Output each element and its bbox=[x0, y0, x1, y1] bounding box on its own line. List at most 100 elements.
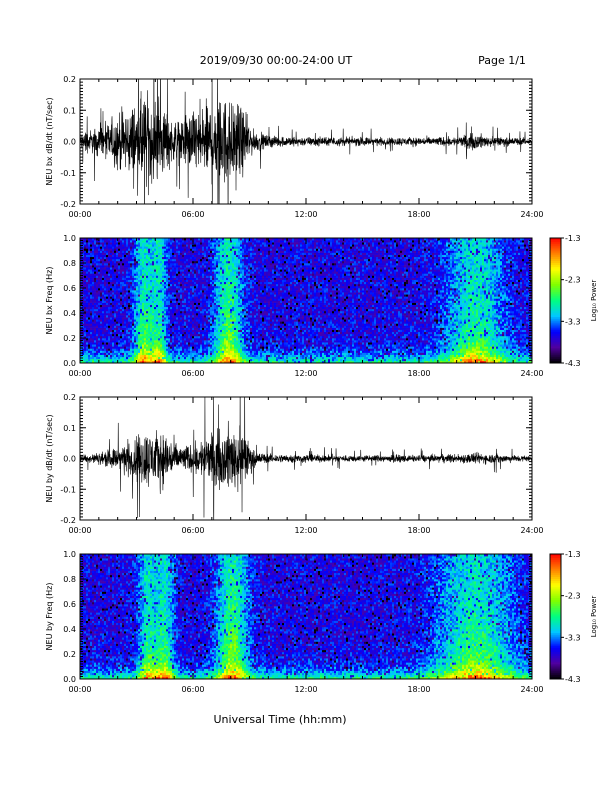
spectrogram-cell bbox=[110, 319, 113, 322]
spectrogram-cell bbox=[94, 271, 97, 274]
spectrogram-cell bbox=[98, 292, 101, 295]
spectrogram-cell bbox=[152, 254, 155, 258]
spectrogram-cell bbox=[192, 331, 195, 335]
x-tick-label: 06:00 bbox=[181, 210, 204, 219]
spectrogram-cell bbox=[98, 352, 101, 355]
spectrogram-cell bbox=[222, 265, 225, 268]
spectrogram-cell bbox=[112, 250, 115, 253]
spectrogram-cell bbox=[200, 248, 203, 251]
spectrogram-cell bbox=[96, 352, 99, 355]
spectrogram-cell bbox=[174, 240, 177, 243]
spectrogram-cell bbox=[134, 242, 137, 245]
spectrogram-cell bbox=[116, 250, 119, 253]
spectrogram-cell bbox=[186, 338, 189, 341]
spectrogram-cell bbox=[156, 342, 159, 345]
spectrogram-cell bbox=[214, 333, 217, 337]
spectrogram-cell bbox=[126, 288, 129, 291]
spectrogram-cell bbox=[238, 329, 241, 333]
spectrogram-cell bbox=[212, 352, 215, 355]
spectrogram-cell bbox=[108, 313, 111, 316]
spectrogram-cell bbox=[158, 300, 161, 303]
spectrogram-cell bbox=[178, 356, 181, 360]
spectrogram-cell bbox=[214, 267, 217, 270]
spectrogram-cell bbox=[184, 283, 187, 287]
spectrogram-cell bbox=[134, 252, 137, 255]
spectrogram-cell bbox=[188, 356, 191, 360]
spectrogram-cell bbox=[230, 346, 233, 349]
spectrogram-cell bbox=[156, 273, 159, 276]
spectrogram-cell bbox=[120, 271, 123, 274]
spectrogram-cell bbox=[180, 290, 183, 293]
spectrogram-cell bbox=[124, 327, 127, 330]
spectrogram-cell bbox=[88, 335, 91, 339]
spectrogram-cell bbox=[116, 292, 119, 295]
spectrogram-cell bbox=[126, 279, 129, 283]
spectrogram-cell bbox=[102, 273, 105, 276]
spectrogram-cell bbox=[196, 310, 199, 314]
spectrogram-cell bbox=[96, 273, 99, 276]
spectrogram-cell bbox=[198, 269, 201, 272]
spectrogram-cell bbox=[230, 315, 233, 318]
spectrogram-cell bbox=[208, 333, 211, 337]
spectrogram-cell bbox=[204, 319, 207, 322]
spectrogram-cell bbox=[190, 265, 193, 268]
spectrogram-cell bbox=[186, 252, 189, 255]
spectrogram-cell bbox=[136, 273, 139, 276]
spectrogram-cell bbox=[114, 358, 117, 362]
spectrogram-cell bbox=[238, 335, 241, 339]
spectrogram-cell bbox=[168, 275, 171, 278]
spectrogram-cell bbox=[192, 294, 195, 297]
spectrogram-cell bbox=[128, 321, 131, 324]
spectrogram-cell bbox=[92, 271, 95, 274]
spectrogram-cell bbox=[166, 342, 169, 345]
spectrogram-cell bbox=[88, 333, 91, 337]
spectrogram-cell bbox=[96, 263, 99, 266]
spectrogram-cell bbox=[100, 285, 103, 289]
spectrogram-cell bbox=[198, 298, 201, 301]
spectrogram-cell bbox=[138, 346, 141, 349]
spectrogram-cell bbox=[210, 356, 213, 360]
spectrogram-cell bbox=[186, 254, 189, 258]
spectrogram-cell bbox=[108, 285, 111, 289]
spectrogram-cell bbox=[150, 246, 153, 249]
spectrogram-cell bbox=[230, 342, 233, 345]
spectrogram-cell bbox=[208, 294, 211, 297]
spectrogram-cell bbox=[162, 340, 165, 343]
spectrogram-cell bbox=[106, 292, 109, 295]
spectrogram-cell bbox=[204, 250, 207, 253]
spectrogram-cell bbox=[234, 340, 237, 343]
spectrogram-cell bbox=[112, 342, 115, 345]
spectrogram-cell bbox=[142, 281, 145, 285]
spectrogram-cell bbox=[158, 269, 161, 272]
spectrogram-cell bbox=[140, 300, 143, 303]
spectrogram-cell bbox=[102, 321, 105, 324]
spectrogram-cell bbox=[214, 323, 217, 326]
spectrogram-cell bbox=[150, 300, 153, 303]
spectrogram-cell bbox=[148, 290, 151, 293]
spectrogram-cell bbox=[190, 290, 193, 293]
spectrogram-cell bbox=[220, 331, 223, 335]
spectrogram-cell bbox=[126, 273, 129, 276]
spectrogram-cell bbox=[176, 256, 179, 260]
spectrogram-cell bbox=[102, 327, 105, 330]
spectrogram-cell bbox=[114, 352, 117, 355]
spectrogram-cell bbox=[176, 260, 179, 264]
spectrogram-cell bbox=[108, 281, 111, 285]
spectrogram-cell bbox=[200, 294, 203, 297]
spectrogram-cell bbox=[108, 269, 111, 272]
spectrogram-cell bbox=[106, 260, 109, 264]
spectrogram-cell bbox=[132, 329, 135, 333]
spectrogram-cell bbox=[234, 248, 237, 251]
spectrogram-cell bbox=[158, 340, 161, 343]
spectrogram-cell bbox=[108, 238, 111, 241]
spectrogram-cell bbox=[160, 350, 163, 353]
spectrogram-cell bbox=[224, 294, 227, 297]
spectrogram-cell bbox=[202, 335, 205, 339]
spectrogram-cell bbox=[188, 248, 191, 251]
spectrogram-cell bbox=[98, 335, 101, 339]
spectrogram-cell bbox=[186, 294, 189, 297]
spectrogram-cell bbox=[232, 329, 235, 333]
spectrogram-cell bbox=[170, 360, 173, 364]
spectrogram-cell bbox=[186, 315, 189, 318]
spectrogram-cell bbox=[118, 348, 121, 351]
